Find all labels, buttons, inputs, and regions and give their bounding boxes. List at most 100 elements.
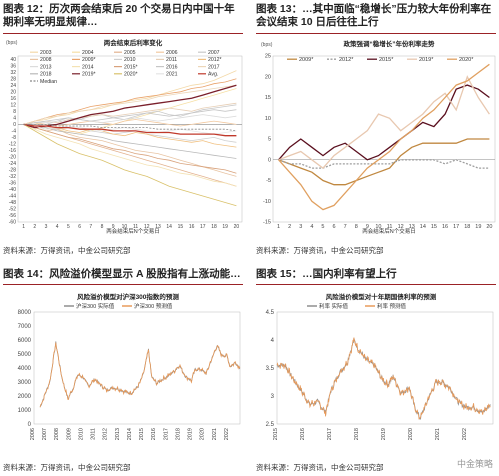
f12-ytick-23: 32	[10, 70, 16, 76]
f13-ytick-2: -5	[266, 178, 271, 184]
f13-xtick-10: 11	[387, 224, 393, 230]
f14-xtick-13: 2019	[188, 428, 194, 440]
f13-series-2	[278, 84, 490, 161]
f13-xtick-5: 6	[333, 224, 336, 230]
f14-xtick-15: 2021	[212, 428, 218, 440]
fig14-source: 资料来源：万得资讯，中金公司研究部	[3, 463, 131, 472]
f14-ytick-5: 5000	[18, 352, 32, 358]
f12-ytick-24: 36	[10, 63, 16, 69]
fig12-legend-label-0: 2003	[40, 50, 52, 56]
fig13-legend-label-2: 2015*	[379, 57, 394, 63]
fig12-rule	[3, 33, 243, 34]
f13-xtick-3: 4	[310, 224, 313, 230]
f12-series-4	[23, 104, 237, 127]
fig12-legend-label-10: 2013	[40, 64, 52, 70]
f12-series-8	[23, 102, 237, 125]
f15-xtick-3: 2018	[354, 428, 360, 440]
f13-ytick-5: 10	[265, 116, 271, 122]
f15-ytick-0: 2.5	[266, 422, 275, 428]
f14-xtick-8: 2014	[127, 428, 133, 440]
fig14-chart-title: 风险溢价模型对沪深300指数的预测	[77, 292, 179, 301]
f12-ytick-16: 4	[13, 115, 16, 121]
fig13-chart: (bps) 政策强调“稳增长”年份利率走势 2009* 2012* 2015* 201…	[261, 39, 496, 235]
f12-series-16	[23, 84, 237, 129]
fig13-source: 资料来源：万得资讯，中金公司研究部	[256, 246, 384, 255]
fig12-legend-label-15: 2018	[40, 72, 52, 78]
f13-xtick-6: 7	[344, 224, 347, 230]
fig12-legend-label-1: 2004	[82, 50, 94, 56]
f12-ytick-11: -16	[9, 148, 16, 154]
f12-ytick-5: -40	[9, 187, 16, 193]
fig12-legend-label-7: 2010	[124, 57, 136, 63]
fig12-legend-label-2: 2005	[124, 50, 136, 56]
fig12-legend-label-19: Avg.	[208, 72, 218, 78]
fig13-legend-label-4: 2020*	[459, 57, 474, 63]
f15-xtick-0: 2015	[273, 428, 279, 440]
f13-plot-frame	[272, 55, 496, 223]
fig13-rule	[256, 33, 496, 34]
f12-xtick-2: 3	[45, 224, 48, 230]
f13-xtick-17: 18	[464, 224, 470, 230]
fig15-rule	[256, 284, 496, 285]
f13-series-3	[278, 75, 490, 169]
fig12-ylabel: (bps)	[6, 40, 18, 46]
f14-ytick-2: 2000	[18, 394, 32, 400]
f13-xtick-19: 20	[486, 224, 492, 230]
f13-series-0	[278, 138, 490, 186]
fig13-legend-label-3: 2019*	[419, 57, 434, 63]
fig13-chart-title: 政策强调“稳增长”年份利率走势	[344, 39, 436, 48]
f12-xtick-14: 15	[178, 224, 184, 230]
f12-ytick-19: 16	[10, 96, 16, 102]
f12-series-20	[23, 124, 237, 132]
f13-xtick-13: 14	[420, 224, 426, 230]
fig14-caption: 图表 14：风险溢价模型显示 A 股股指有上涨动能…	[3, 268, 241, 280]
f14-xtick-2: 2008	[54, 428, 60, 440]
f12-xtick-15: 16	[189, 224, 195, 230]
f12-xtick-3: 4	[56, 224, 59, 230]
f14-xtick-12: 2018	[175, 428, 181, 440]
f13-xtick-18: 19	[475, 224, 481, 230]
f12-xtick-11: 12	[144, 224, 150, 230]
fig12-legend-label-5: 2008	[40, 57, 52, 63]
f12-ytick-20: 20	[10, 89, 16, 95]
f12-ytick-6: -36	[9, 181, 16, 187]
f12-xtick-16: 17	[200, 224, 206, 230]
fig12-legend-label-17: 2020*	[124, 72, 138, 78]
f15-ytick-3: 4	[271, 338, 275, 344]
fig12-legend-label-16: 2019*	[82, 72, 96, 78]
f12-xtick-18: 19	[222, 224, 228, 230]
fig15-caption: 图表 15：…国内利率有望上行	[256, 268, 397, 280]
f12-ytick-2: -52	[9, 207, 16, 213]
f14-ytick-8: 8000	[18, 310, 32, 316]
f12-xtick-1: 2	[33, 224, 36, 230]
f13-xtick-4: 5	[321, 224, 324, 230]
f14-xtick-3: 2009	[66, 428, 72, 440]
fig13-ylabel: (bps)	[261, 42, 273, 48]
fig14-chart: 风险溢价模型对沪深300指数的预测 沪深300 实际值 沪深300 预测值 0 10…	[18, 292, 241, 440]
f14-xtick-9: 2015	[139, 428, 145, 440]
fig13-caption: 图表 13：…其中面临“稳增长”压力较大年份利率在会议结束 10 日后往往上行	[256, 3, 492, 28]
f12-ytick-22: 28	[10, 76, 16, 82]
f12-xtick-5: 6	[78, 224, 81, 230]
f12-xtick-12: 13	[155, 224, 161, 230]
f13-xtick-12: 13	[409, 224, 415, 230]
f12-plot-frame	[17, 55, 243, 223]
f14-xtick-7: 2013	[115, 428, 121, 440]
f13-xtick-2: 3	[299, 224, 302, 230]
f15-xtick-1: 2016	[300, 428, 306, 440]
f12-series-11	[23, 124, 237, 187]
fig12-legend-label-9: 2012*	[208, 57, 222, 63]
f15-ytick-4: 4.5	[266, 310, 275, 316]
f15-series-1	[276, 337, 491, 420]
f12-ytick-4: -44	[9, 194, 16, 200]
f12-ytick-13: -8	[12, 135, 17, 141]
f14-series-1	[39, 342, 241, 408]
f12-series-17	[23, 124, 237, 207]
f12-series-12	[23, 124, 237, 174]
watermark: 中金策略	[456, 459, 493, 469]
f15-plot-frame	[276, 311, 494, 425]
f12-ytick-9: -24	[9, 161, 16, 167]
fig12-legend-label-8: 2011	[166, 57, 177, 63]
f12-series-6	[23, 78, 237, 125]
f12-ytick-21: 24	[10, 83, 16, 89]
